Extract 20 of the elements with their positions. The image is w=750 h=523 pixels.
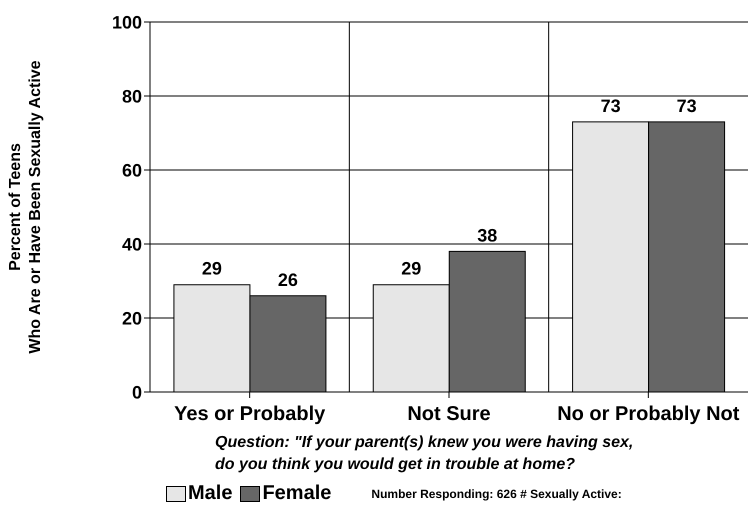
data-label: 29 — [401, 258, 422, 279]
data-label: 73 — [676, 96, 697, 116]
x-tick-label: Not Sure — [407, 403, 491, 426]
text: Question: "If your parent(s) knew you were having sex, do you think you would get in trouble at home? — [214, 433, 634, 475]
y-axis-title: Percent of Teens Who Are or Have Been Sexually Active — [7, 60, 44, 354]
y-tick-label: 100 — [112, 12, 142, 32]
legend-label: Female — [261, 482, 332, 505]
y-tick-label: 60 — [122, 160, 142, 180]
data-label: 73 — [600, 96, 621, 116]
y-tick-label: 0 — [132, 382, 142, 402]
y-tick-label: 40 — [122, 234, 142, 254]
text: Number Responding: 626 # Sexually Active: — [371, 486, 622, 500]
x-tick-label: Yes or Probably — [174, 403, 326, 426]
legend-label: Male — [187, 482, 232, 505]
data-label: 38 — [477, 225, 498, 246]
y-tick-label: 20 — [122, 308, 142, 328]
x-tick-label: No or Probably Not — [557, 403, 740, 426]
y-tick-label: 80 — [122, 86, 142, 106]
data-label: 29 — [202, 258, 222, 279]
data-label: 26 — [278, 270, 298, 290]
